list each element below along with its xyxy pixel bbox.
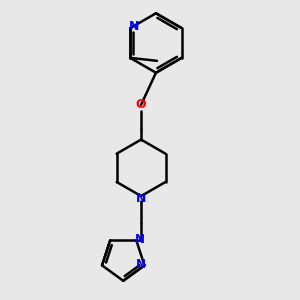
Text: O: O — [136, 98, 146, 111]
Text: N: N — [136, 192, 146, 205]
Text: N: N — [135, 233, 145, 246]
Text: N: N — [129, 20, 139, 33]
Text: N: N — [136, 258, 146, 271]
